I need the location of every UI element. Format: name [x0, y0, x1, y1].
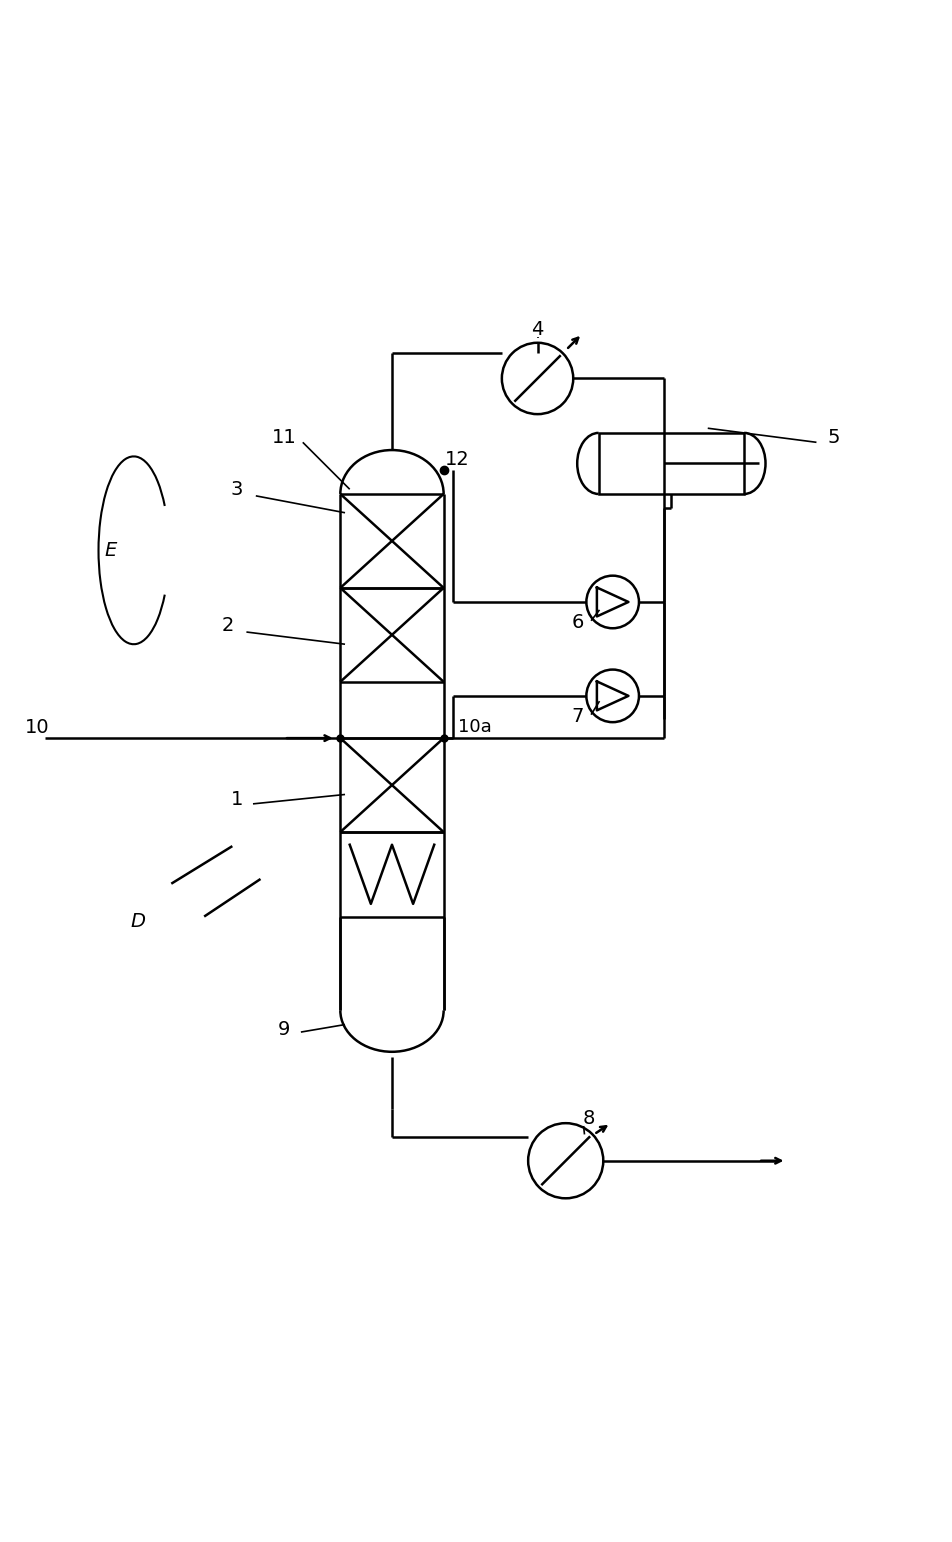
Text: 8: 8: [583, 1109, 595, 1127]
Text: 12: 12: [445, 450, 469, 469]
Text: E: E: [104, 541, 116, 560]
Text: 2: 2: [221, 615, 233, 635]
Text: 9: 9: [277, 1019, 289, 1039]
Text: 10a: 10a: [457, 719, 491, 736]
Text: 4: 4: [531, 321, 544, 339]
Text: 1: 1: [230, 790, 243, 808]
Text: 10: 10: [25, 719, 50, 737]
Text: D: D: [130, 911, 146, 931]
Text: 7: 7: [571, 708, 584, 726]
Text: 3: 3: [230, 480, 243, 498]
Bar: [598, 433, 744, 493]
Text: 5: 5: [826, 429, 839, 447]
Text: 11: 11: [271, 429, 296, 447]
Text: 6: 6: [571, 614, 584, 632]
